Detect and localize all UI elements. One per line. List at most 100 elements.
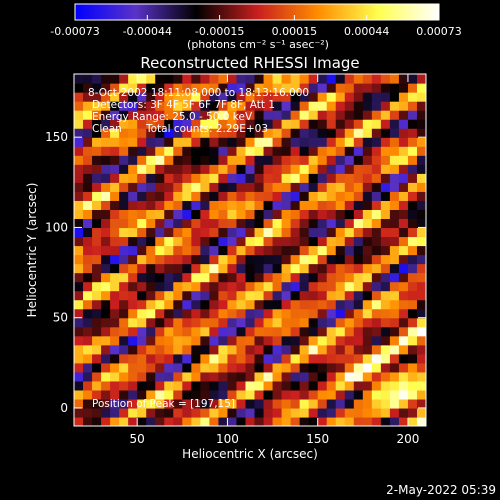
heatmap-cell bbox=[371, 272, 382, 283]
heatmap-cell bbox=[344, 83, 355, 93]
heatmap-cell bbox=[407, 326, 418, 337]
heatmap-cell bbox=[200, 245, 210, 256]
heatmap-cell bbox=[128, 398, 138, 409]
heatmap-cell bbox=[200, 308, 210, 319]
heatmap-cell bbox=[110, 308, 120, 319]
heatmap-cell bbox=[74, 362, 84, 373]
heatmap-cell bbox=[335, 416, 346, 426]
heatmap-cell bbox=[182, 155, 192, 165]
heatmap-cell bbox=[164, 371, 174, 382]
heatmap-cell bbox=[290, 398, 301, 409]
heatmap-cell bbox=[245, 182, 256, 192]
heatmap-cell bbox=[263, 326, 274, 337]
heatmap-cell bbox=[92, 110, 102, 120]
heatmap-cell bbox=[245, 353, 256, 364]
heatmap-cell bbox=[128, 299, 138, 310]
heatmap-cell bbox=[254, 200, 265, 210]
heatmap-cell bbox=[155, 227, 165, 238]
heatmap-cell bbox=[146, 83, 156, 93]
heatmap-cell bbox=[281, 110, 292, 120]
heatmap-cell bbox=[389, 272, 400, 283]
heatmap-cell bbox=[317, 308, 328, 319]
heatmap-cell bbox=[362, 182, 373, 192]
heatmap-cell bbox=[335, 326, 346, 337]
heatmap-cell bbox=[200, 326, 210, 337]
heatmap-cell bbox=[128, 110, 138, 120]
heatmap-cell bbox=[263, 344, 274, 355]
heatmap-cell bbox=[398, 371, 409, 382]
heatmap-cell bbox=[218, 317, 229, 328]
heatmap-cell bbox=[398, 245, 409, 256]
heatmap-cell bbox=[254, 218, 265, 229]
heatmap-cell bbox=[290, 146, 301, 156]
heatmap-cell bbox=[128, 263, 138, 274]
heatmap-cell bbox=[335, 137, 346, 147]
heatmap-cell bbox=[110, 299, 120, 310]
heatmap-cell bbox=[281, 74, 292, 84]
heatmap-cell bbox=[191, 155, 201, 165]
heatmap-cell bbox=[74, 128, 84, 138]
heatmap-cell bbox=[254, 182, 265, 192]
heatmap-cell bbox=[236, 128, 247, 138]
heatmap-cell bbox=[128, 344, 138, 355]
heatmap-cell bbox=[353, 254, 364, 265]
heatmap-cell bbox=[173, 308, 183, 319]
heatmap-cell bbox=[344, 254, 355, 265]
heatmap-cell bbox=[227, 407, 238, 418]
heatmap-cell bbox=[389, 164, 400, 174]
heatmap-cell bbox=[281, 227, 292, 238]
heatmap-cell bbox=[200, 236, 210, 247]
heatmap-cell bbox=[407, 137, 418, 147]
heatmap-cell bbox=[254, 335, 265, 346]
heatmap-cell bbox=[182, 389, 192, 400]
heatmap-cell bbox=[146, 218, 156, 229]
heatmap-cell bbox=[173, 281, 183, 292]
heatmap-cell bbox=[137, 353, 147, 364]
heatmap-cell bbox=[128, 416, 138, 426]
heatmap-cell bbox=[173, 416, 183, 426]
heatmap-cell bbox=[182, 353, 192, 364]
heatmap-cell bbox=[407, 92, 418, 102]
heatmap-cell bbox=[209, 209, 220, 220]
heatmap-cell bbox=[335, 182, 346, 192]
heatmap-cell bbox=[380, 335, 391, 346]
heatmap-cell bbox=[200, 182, 210, 192]
heatmap-cell bbox=[281, 362, 292, 373]
heatmap-cell bbox=[344, 290, 355, 301]
heatmap-cell bbox=[308, 128, 319, 138]
heatmap-cell bbox=[218, 299, 229, 310]
heatmap-cell bbox=[83, 335, 93, 346]
heatmap-cell bbox=[362, 164, 373, 174]
heatmap-cell bbox=[173, 218, 183, 229]
heatmap-cell bbox=[326, 335, 337, 346]
heatmap-cell bbox=[362, 110, 373, 120]
heatmap-cell bbox=[398, 182, 409, 192]
heatmap-cell bbox=[227, 209, 238, 220]
heatmap-cell bbox=[254, 398, 265, 409]
heatmap-cell bbox=[137, 317, 147, 328]
heatmap-cell bbox=[209, 155, 220, 165]
heatmap-cell bbox=[218, 344, 229, 355]
heatmap-cell bbox=[236, 182, 247, 192]
heatmap-cell bbox=[200, 227, 210, 238]
heatmap-cell bbox=[272, 416, 283, 426]
heatmap-cell bbox=[299, 128, 310, 138]
heatmap-cell bbox=[344, 353, 355, 364]
heatmap-cell bbox=[227, 182, 238, 192]
heatmap-cell bbox=[344, 407, 355, 418]
heatmap-cell bbox=[74, 218, 84, 229]
heatmap-cell bbox=[119, 155, 129, 165]
heatmap-cell bbox=[182, 164, 192, 174]
heatmap-cell bbox=[389, 371, 400, 382]
heatmap-cell bbox=[236, 353, 247, 364]
heatmap-cell bbox=[326, 272, 337, 283]
heatmap-cell bbox=[344, 200, 355, 210]
heatmap-cell bbox=[128, 290, 138, 301]
heatmap-cell bbox=[416, 137, 426, 147]
heatmap-cell bbox=[344, 263, 355, 274]
heatmap-cell bbox=[92, 236, 102, 247]
heatmap-cell bbox=[389, 398, 400, 409]
heatmap-cell bbox=[191, 254, 201, 265]
heatmap-cell bbox=[398, 272, 409, 283]
